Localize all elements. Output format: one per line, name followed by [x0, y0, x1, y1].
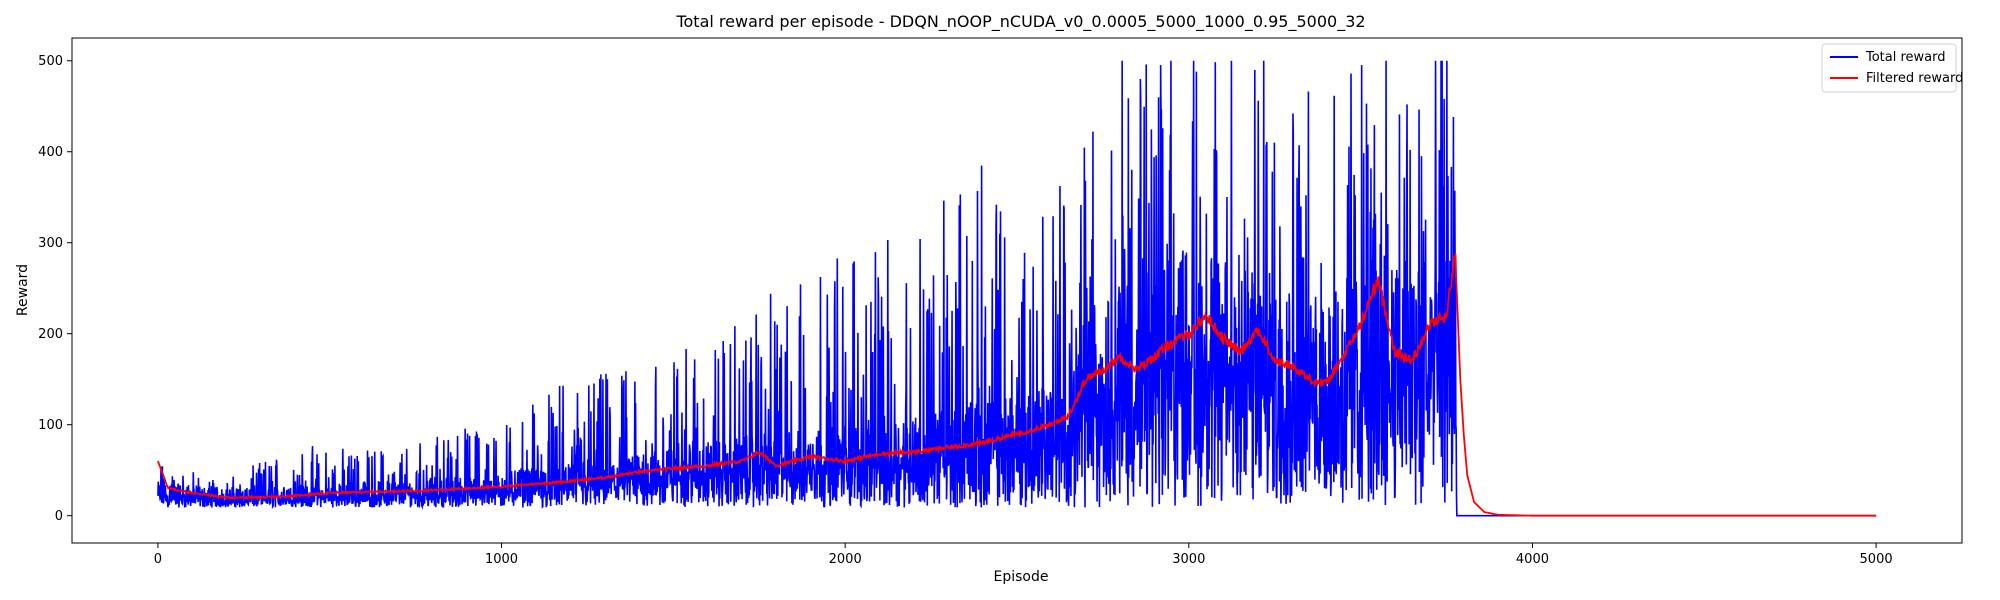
plot-frame — [71, 37, 1963, 544]
x-tick-label: 3000 — [1172, 552, 1205, 567]
plot-area — [157, 60, 1877, 517]
y-axis: 0 100 200 300 400 500 — [38, 54, 72, 524]
x-tick-label: 0 — [154, 552, 162, 567]
y-tick-label: 400 — [38, 145, 63, 160]
y-tick-label: 0 — [55, 509, 63, 524]
y-tick-label: 100 — [38, 418, 63, 433]
y-tick-label: 200 — [38, 327, 63, 342]
legend-label-total: Total reward — [1865, 50, 1946, 65]
y-axis-title: Reward — [15, 264, 31, 316]
x-tick-label: 2000 — [829, 552, 862, 567]
x-tick-label: 1000 — [485, 552, 518, 567]
x-tick-label: 4000 — [1516, 552, 1549, 567]
x-axis: 0 1000 2000 3000 4000 5000 — [154, 543, 1893, 567]
series-line-total-reward — [157, 60, 1877, 517]
y-tick-label: 300 — [38, 236, 63, 251]
legend: Total reward Filtered reward — [1821, 43, 1963, 93]
legend-label-filtered: Filtered reward — [1866, 71, 1963, 86]
x-tick-label: 5000 — [1860, 552, 1893, 567]
series-line-filtered-reward — [157, 253, 1877, 517]
y-tick-label: 500 — [38, 54, 63, 69]
chart-title: Total reward per episode - DDQN_nOOP_nCU… — [675, 12, 1365, 32]
x-axis-title: Episode — [994, 569, 1049, 585]
